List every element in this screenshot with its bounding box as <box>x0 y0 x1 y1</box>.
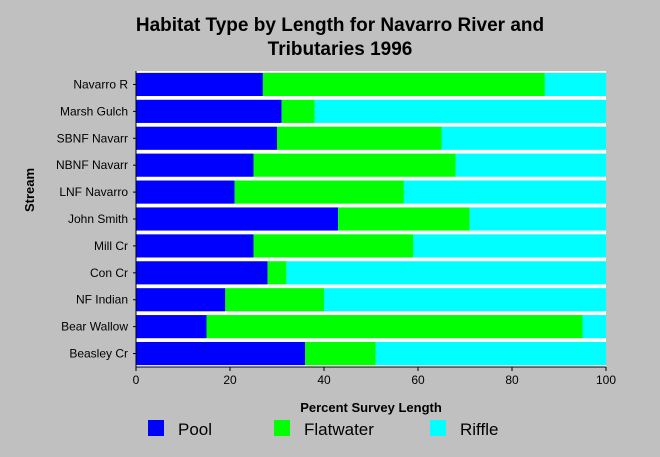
y-tick-label: NBNF Navarr <box>56 158 128 172</box>
bar-flatwater-9 <box>206 315 583 339</box>
legend-label-riffle: Riffle <box>460 420 499 439</box>
chart-title: Habitat Type by Length for Navarro River… <box>60 14 620 62</box>
y-tick-label: Beasley Cr <box>69 347 128 361</box>
y-tick-label: Navarro R <box>73 77 128 91</box>
y-tick-label: Con Cr <box>90 266 128 280</box>
y-axis-label: Stream <box>22 167 37 213</box>
legend-label-pool: Pool <box>178 420 213 439</box>
chart-title-line-1: Habitat Type by Length for Navarro River… <box>135 15 545 36</box>
x-tick-label: 60 <box>411 373 425 387</box>
bar-riffle-3 <box>455 153 606 177</box>
bar-flatwater-10 <box>305 341 376 366</box>
legend: Pool Flatwater Riffle <box>148 418 628 446</box>
chart-title-line-2: Tributaries 1996 <box>267 39 413 60</box>
bar-riffle-2 <box>441 126 606 150</box>
y-tick-label: SBNF Navarr <box>57 131 128 145</box>
x-axis-label: Percent Survey Length <box>300 400 442 415</box>
y-tick-label: Bear Wallow <box>61 320 128 334</box>
bar-pool-8 <box>136 288 226 312</box>
bar-flatwater-0 <box>262 72 545 97</box>
bar-pool-5 <box>136 207 339 231</box>
bar-flatwater-6 <box>253 234 414 258</box>
legend-label-flatwater: Flatwater <box>304 420 374 439</box>
bar-riffle-7 <box>286 261 606 285</box>
y-tick-label: Marsh Gulch <box>60 104 128 118</box>
bar-flatwater-3 <box>253 153 456 177</box>
bar-pool-0 <box>136 72 263 97</box>
bar-pool-10 <box>136 341 306 366</box>
bar-flatwater-5 <box>338 207 470 231</box>
bar-pool-2 <box>136 126 277 150</box>
bar-flatwater-7 <box>267 261 287 285</box>
bar-riffle-5 <box>469 207 606 231</box>
bar-pool-3 <box>136 153 254 177</box>
bar-pool-6 <box>136 234 254 258</box>
bar-flatwater-8 <box>225 288 324 312</box>
bar-pool-7 <box>136 261 268 285</box>
bar-riffle-4 <box>403 180 606 204</box>
x-tick-label: 80 <box>505 373 519 387</box>
bar-flatwater-1 <box>281 99 315 123</box>
y-tick-label: John Smith <box>68 212 128 226</box>
bar-flatwater-4 <box>234 180 404 204</box>
legend-swatch-riffle <box>430 420 446 436</box>
bar-riffle-10 <box>375 341 606 366</box>
x-tick-label: 40 <box>317 373 331 387</box>
y-tick-label: NF Indian <box>76 293 128 307</box>
bar-riffle-8 <box>324 288 606 312</box>
legend-swatch-flatwater <box>274 420 290 436</box>
bar-riffle-6 <box>413 234 606 258</box>
bar-flatwater-2 <box>277 126 442 150</box>
x-tick-label: 100 <box>596 373 616 387</box>
legend-swatch-pool <box>148 420 164 436</box>
bar-riffle-9 <box>582 315 606 339</box>
bar-riffle-0 <box>544 72 606 97</box>
x-tick-label: 0 <box>133 373 140 387</box>
bar-pool-9 <box>136 315 207 339</box>
bar-pool-1 <box>136 99 282 123</box>
y-tick-label: LNF Navarro <box>59 185 128 199</box>
y-tick-label: Mill Cr <box>94 239 128 253</box>
bar-riffle-1 <box>314 99 606 123</box>
x-tick-label: 20 <box>223 373 237 387</box>
bar-pool-4 <box>136 180 235 204</box>
